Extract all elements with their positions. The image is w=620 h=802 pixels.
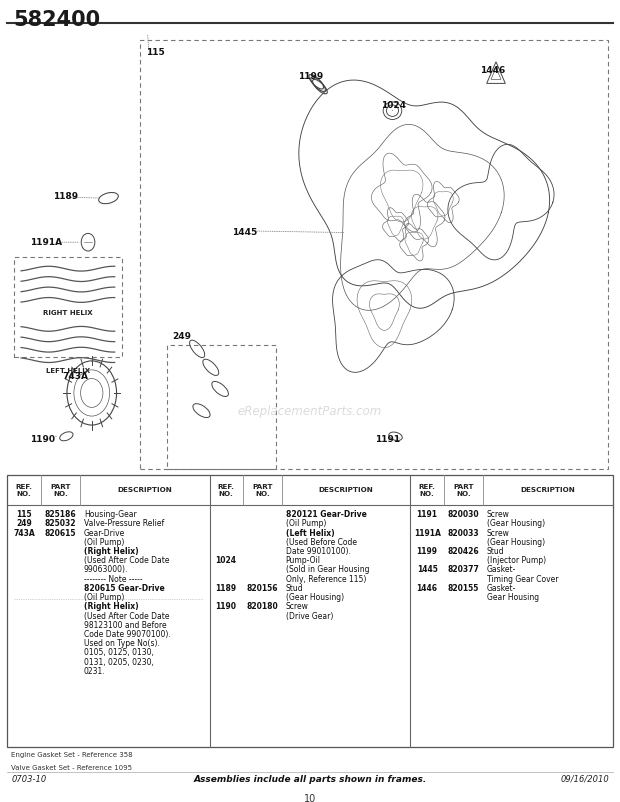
Text: Screw: Screw <box>487 510 510 519</box>
Text: 1189: 1189 <box>216 584 237 593</box>
Text: Date 99010100).: Date 99010100). <box>286 547 350 556</box>
Text: Stud: Stud <box>487 547 505 556</box>
Bar <box>140 40 608 469</box>
Text: LEFT HELIX: LEFT HELIX <box>46 367 90 374</box>
Text: Screw: Screw <box>286 602 309 611</box>
Text: Screw: Screw <box>487 529 510 537</box>
Text: Only, Reference 115): Only, Reference 115) <box>286 574 366 584</box>
Text: 820155: 820155 <box>448 584 479 593</box>
Text: (Sold in Gear Housing: (Sold in Gear Housing <box>286 565 369 574</box>
Text: 1191A: 1191A <box>30 237 62 247</box>
Text: 1446: 1446 <box>417 584 438 593</box>
Text: 249: 249 <box>16 520 32 529</box>
Text: 820121 Gear-Drive: 820121 Gear-Drive <box>286 510 366 519</box>
Text: Assemblies include all parts shown in frames.: Assemblies include all parts shown in fr… <box>193 775 427 784</box>
Text: Gear-Drive: Gear-Drive <box>84 529 125 537</box>
Text: Engine Gasket Set - Reference 358: Engine Gasket Set - Reference 358 <box>11 752 132 758</box>
Text: Valve Gasket Set - Reference 1095: Valve Gasket Set - Reference 1095 <box>11 765 131 771</box>
Text: (Right Helix): (Right Helix) <box>84 602 138 611</box>
Text: Gear Housing: Gear Housing <box>487 593 539 602</box>
Text: 820615 Gear-Drive: 820615 Gear-Drive <box>84 584 165 593</box>
Text: 0703-10: 0703-10 <box>11 775 46 784</box>
Text: (Used After Code Date: (Used After Code Date <box>84 612 169 621</box>
Text: 1024: 1024 <box>381 101 406 111</box>
Text: 0105, 0125, 0130,: 0105, 0125, 0130, <box>84 649 154 658</box>
Text: DESCRIPTION: DESCRIPTION <box>521 487 575 493</box>
Text: Used on Type No(s).: Used on Type No(s). <box>84 639 160 648</box>
Text: (Gear Housing): (Gear Housing) <box>286 593 343 602</box>
Text: 820426: 820426 <box>448 547 479 556</box>
Text: Stud: Stud <box>286 584 303 593</box>
Text: 820033: 820033 <box>448 529 479 537</box>
Text: (Oil Pump): (Oil Pump) <box>84 538 124 547</box>
Text: 99063000).: 99063000). <box>84 565 128 574</box>
Text: (Used Before Code: (Used Before Code <box>286 538 356 547</box>
Text: Timing Gear Cover: Timing Gear Cover <box>487 575 559 584</box>
Text: Code Date 99070100).: Code Date 99070100). <box>84 630 170 639</box>
Text: eReplacementParts.com: eReplacementParts.com <box>238 405 382 418</box>
Text: PART
NO.: PART NO. <box>50 484 71 496</box>
Text: PART
NO.: PART NO. <box>453 484 474 496</box>
Text: (Oil Pump): (Oil Pump) <box>286 520 326 529</box>
Text: 249: 249 <box>172 332 192 342</box>
Text: RIGHT HELIX: RIGHT HELIX <box>43 310 93 316</box>
Text: 820615: 820615 <box>45 529 76 537</box>
Text: 98123100 and Before: 98123100 and Before <box>84 621 167 630</box>
Text: REF.
NO.: REF. NO. <box>16 484 33 496</box>
Text: PART
NO.: PART NO. <box>252 484 273 496</box>
Text: REF.
NO.: REF. NO. <box>418 484 436 496</box>
Text: 1191: 1191 <box>417 510 438 519</box>
Text: 1191: 1191 <box>375 435 401 444</box>
Text: 825032: 825032 <box>45 520 76 529</box>
Text: REF.
NO.: REF. NO. <box>218 484 234 496</box>
Text: 115: 115 <box>16 510 32 519</box>
Text: 1199: 1199 <box>298 71 323 81</box>
Text: Gasket-: Gasket- <box>487 584 516 593</box>
Text: 1446: 1446 <box>480 66 506 75</box>
Text: Gasket-: Gasket- <box>487 565 516 574</box>
Text: 1024: 1024 <box>216 557 237 565</box>
Text: 820377: 820377 <box>448 565 479 574</box>
Text: DESCRIPTION: DESCRIPTION <box>319 487 373 493</box>
Text: (Oil Pump): (Oil Pump) <box>84 593 124 602</box>
Text: (Gear Housing): (Gear Housing) <box>487 520 545 529</box>
Text: 115: 115 <box>146 47 164 57</box>
Text: 1199: 1199 <box>417 547 438 556</box>
Text: 1190: 1190 <box>30 435 55 444</box>
Text: 743A: 743A <box>62 372 88 382</box>
Text: (Injector Pump): (Injector Pump) <box>487 557 546 565</box>
Text: Pump-Oil: Pump-Oil <box>286 557 321 565</box>
Text: Housing-Gear: Housing-Gear <box>84 510 136 519</box>
Text: 0231.: 0231. <box>84 667 105 676</box>
Text: Valve-Pressure Relief: Valve-Pressure Relief <box>84 520 164 529</box>
Text: (Used After Code Date: (Used After Code Date <box>84 557 169 565</box>
Text: 820156: 820156 <box>247 584 278 593</box>
Text: (Drive Gear): (Drive Gear) <box>286 611 333 621</box>
Bar <box>14 257 122 357</box>
Text: 820180: 820180 <box>246 602 278 611</box>
Bar <box>167 345 276 469</box>
Text: 10: 10 <box>304 794 316 802</box>
Bar <box>7 475 613 747</box>
Text: 1191A: 1191A <box>414 529 441 537</box>
Text: (Gear Housing): (Gear Housing) <box>487 538 545 547</box>
Text: 825186: 825186 <box>45 510 76 519</box>
Text: 1190: 1190 <box>216 602 237 611</box>
Text: 09/16/2010: 09/16/2010 <box>560 775 609 784</box>
Text: 1445: 1445 <box>417 565 438 574</box>
Text: 743A: 743A <box>13 529 35 537</box>
Text: 582400: 582400 <box>14 10 101 30</box>
Text: 0131, 0205, 0230,: 0131, 0205, 0230, <box>84 658 154 666</box>
Text: (Left Helix): (Left Helix) <box>286 529 334 537</box>
Text: 820030: 820030 <box>448 510 479 519</box>
Text: DESCRIPTION: DESCRIPTION <box>118 487 172 493</box>
Text: -------- Note -----: -------- Note ----- <box>84 575 143 584</box>
Text: 1189: 1189 <box>53 192 78 201</box>
Text: 1445: 1445 <box>232 228 258 237</box>
Text: (Right Helix): (Right Helix) <box>84 547 138 556</box>
